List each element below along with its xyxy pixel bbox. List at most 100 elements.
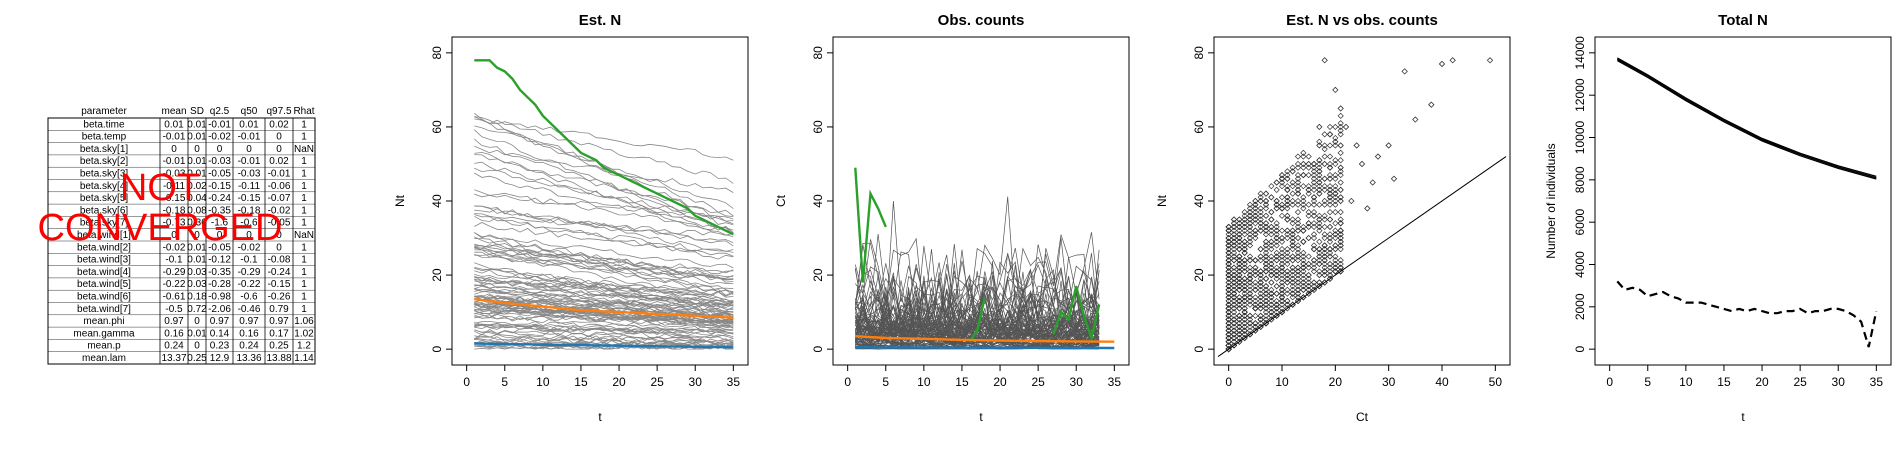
scatter-point [1316,279,1323,286]
count-line [854,294,1100,338]
scatter-point [1284,257,1291,264]
table-cell: -0.15 [208,181,231,192]
scatter-point [1268,305,1275,312]
scatter-point [1262,309,1270,316]
scatter-point [1316,190,1323,197]
scatter-point [1289,301,1296,308]
scatter-point [1225,260,1232,268]
scatter-point [1246,209,1254,216]
trajectory-line [474,324,734,338]
scatter-point [1262,297,1270,305]
scatter-point [1284,279,1291,286]
scatter-point [1278,309,1286,316]
scatter-point [1230,301,1238,308]
table-cell: 1 [301,304,307,315]
scatter-point [1252,264,1259,271]
scatter-point [1332,242,1339,249]
scatter-point [1252,257,1259,264]
scatter-point [1241,283,1248,290]
scatter-point [1278,294,1286,301]
scatter-point [1236,231,1243,238]
scatter-point [1289,216,1296,223]
table-cell: 0.16 [164,328,184,339]
scatter-point [1278,205,1286,212]
scatter-point [1241,309,1248,316]
scatter-point [1294,171,1302,179]
scatter-point [1246,220,1254,227]
scatter-point [1278,294,1286,301]
scatter-point [1236,216,1243,223]
scatter-point [1326,131,1334,138]
scatter-point [1278,305,1286,312]
scatter-point [1262,197,1270,205]
table-cell: -0.01 [268,169,291,180]
scatter-point [1337,142,1344,149]
scatter-point [1236,327,1243,334]
scatter-point [1284,271,1291,279]
scatter-point [1326,197,1334,205]
scatter-point [1246,297,1254,305]
scatter-point [1225,316,1232,323]
scatter-point [1268,223,1275,231]
table-cell: -0.07 [268,193,291,204]
scatter-point [1278,205,1286,212]
scatter-point [1268,290,1275,297]
scatter-point [1230,331,1238,338]
scatter-point [1273,268,1280,275]
scatter-point [1230,246,1238,253]
scatter-point [1257,271,1264,279]
scatter-point [1289,271,1296,279]
table-cell: -2.06 [208,304,231,315]
scatter-point [1257,283,1264,290]
scatter-point [1321,175,1328,182]
scatter-point [1316,171,1323,179]
scatter-point [1321,216,1328,223]
scatter-point [1326,234,1334,242]
scatter-point [1246,205,1254,212]
scatter-point [1236,271,1243,279]
trajectory-line [474,309,734,324]
scatter-point [1385,142,1392,149]
scatter-point [1230,227,1238,234]
table-header-SD: SD [190,106,204,117]
x-tick-label: 25 [1031,375,1045,389]
scatter-point [1230,294,1238,301]
highlight-line [474,342,734,349]
scatter-point [1321,223,1328,231]
scatter-point [1236,334,1243,342]
scatter-point [1236,294,1243,301]
scatter-point [1284,212,1291,219]
scatter-point [1225,323,1232,331]
table-cell: 13.36 [236,353,261,364]
scatter-point [1252,212,1259,219]
table-cell: -1.6 [211,218,229,229]
trajectory-line [474,251,734,302]
x-tick-label: 15 [574,375,588,389]
scatter-point [1225,334,1232,342]
scatter-point [1337,197,1344,205]
scatter-point [1262,283,1270,290]
scatter-point [1225,342,1232,349]
scatter-point [1300,160,1307,168]
scatter-point [1305,171,1312,179]
table-cell: -0.35 [208,267,231,278]
scatter-point [1246,283,1254,290]
scatter-point [1310,242,1318,249]
scatter-point [1262,197,1270,205]
scatter-point [1252,320,1259,327]
scatter-point [1294,283,1302,290]
scatter-point [1225,260,1232,268]
scatter-point [1225,257,1232,264]
scatter-point [1262,212,1270,219]
scatter-point [1252,305,1259,312]
scatter-point [1241,327,1248,334]
scatter-point [1241,264,1248,271]
x-tick-label: 20 [993,375,1007,389]
scatter-point [1289,275,1296,282]
scatter-point [1246,216,1254,223]
scatter-point [1225,257,1232,264]
scatter-point [1236,297,1243,305]
scatter-point [1278,253,1286,260]
scatter-point [1316,283,1323,290]
scatter-point [1262,268,1270,275]
